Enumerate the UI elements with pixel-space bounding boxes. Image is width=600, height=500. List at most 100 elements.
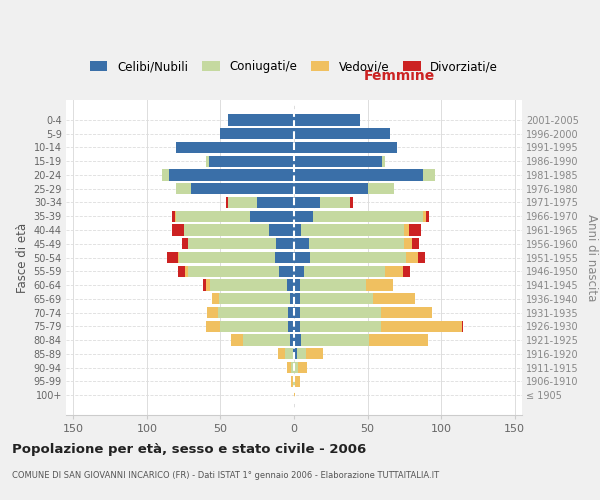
Bar bbox=[206, 156, 209, 167]
Bar bbox=[294, 170, 424, 180]
Bar bbox=[404, 238, 412, 250]
Bar bbox=[306, 348, 323, 360]
Bar bbox=[297, 348, 306, 360]
Bar bbox=[206, 280, 210, 290]
Bar bbox=[412, 238, 419, 250]
Bar bbox=[381, 320, 461, 332]
Bar bbox=[290, 334, 294, 345]
Bar bbox=[301, 334, 369, 345]
Bar bbox=[210, 280, 287, 290]
Bar bbox=[294, 224, 301, 235]
Bar bbox=[298, 362, 307, 373]
Bar bbox=[294, 114, 360, 126]
Bar bbox=[191, 183, 294, 194]
Bar bbox=[178, 266, 185, 277]
Bar bbox=[294, 362, 298, 373]
Bar bbox=[228, 114, 294, 126]
Bar bbox=[207, 307, 218, 318]
Bar bbox=[287, 280, 294, 290]
Text: Popolazione per età, sesso e stato civile - 2006: Popolazione per età, sesso e stato civil… bbox=[12, 442, 366, 456]
Bar bbox=[294, 376, 295, 387]
Bar bbox=[406, 252, 418, 263]
Bar bbox=[294, 238, 309, 250]
Bar bbox=[161, 170, 169, 180]
Bar bbox=[294, 348, 297, 360]
Bar bbox=[294, 266, 304, 277]
Bar bbox=[385, 266, 403, 277]
Bar bbox=[294, 142, 397, 153]
Text: COMUNE DI SAN GIOVANNI INCARICO (FR) - Dati ISTAT 1° gennaio 2006 - Elaborazione: COMUNE DI SAN GIOVANNI INCARICO (FR) - D… bbox=[12, 471, 439, 480]
Bar bbox=[366, 280, 392, 290]
Bar bbox=[427, 210, 430, 222]
Bar bbox=[409, 224, 421, 235]
Bar bbox=[179, 252, 275, 263]
Bar bbox=[269, 224, 294, 235]
Bar bbox=[382, 156, 385, 167]
Bar bbox=[288, 307, 294, 318]
Bar bbox=[404, 224, 409, 235]
Bar bbox=[231, 334, 242, 345]
Bar bbox=[275, 252, 294, 263]
Bar bbox=[226, 197, 228, 208]
Bar bbox=[220, 128, 294, 140]
Bar bbox=[184, 224, 269, 235]
Bar bbox=[461, 320, 463, 332]
Bar bbox=[176, 142, 294, 153]
Bar bbox=[206, 320, 220, 332]
Bar bbox=[350, 197, 353, 208]
Bar bbox=[304, 266, 385, 277]
Bar bbox=[294, 210, 313, 222]
Bar bbox=[300, 307, 381, 318]
Bar bbox=[203, 280, 206, 290]
Bar bbox=[287, 362, 291, 373]
Bar bbox=[250, 210, 294, 222]
Bar bbox=[403, 266, 410, 277]
Bar bbox=[320, 197, 350, 208]
Bar bbox=[182, 238, 188, 250]
Bar bbox=[278, 348, 285, 360]
Bar bbox=[424, 170, 435, 180]
Bar bbox=[176, 210, 250, 222]
Bar bbox=[242, 334, 290, 345]
Bar bbox=[301, 224, 404, 235]
Y-axis label: Anni di nascita: Anni di nascita bbox=[586, 214, 598, 301]
Bar bbox=[313, 210, 424, 222]
Bar bbox=[172, 224, 184, 235]
Bar bbox=[424, 210, 427, 222]
Bar bbox=[294, 197, 320, 208]
Bar bbox=[220, 320, 288, 332]
Bar bbox=[381, 307, 432, 318]
Bar bbox=[285, 348, 293, 360]
Bar bbox=[294, 307, 300, 318]
Bar bbox=[418, 252, 425, 263]
Y-axis label: Fasce di età: Fasce di età bbox=[16, 222, 29, 292]
Bar bbox=[176, 183, 191, 194]
Text: Femmine: Femmine bbox=[363, 68, 434, 82]
Bar bbox=[218, 307, 288, 318]
Bar bbox=[257, 197, 294, 208]
Bar bbox=[288, 320, 294, 332]
Bar bbox=[291, 362, 294, 373]
Bar bbox=[293, 348, 294, 360]
Bar bbox=[294, 183, 368, 194]
Bar bbox=[294, 293, 300, 304]
Bar bbox=[212, 293, 219, 304]
Bar bbox=[309, 238, 404, 250]
Bar bbox=[294, 252, 310, 263]
Bar bbox=[294, 156, 382, 167]
Bar bbox=[369, 334, 428, 345]
Legend: Celibi/Nubili, Coniugati/e, Vedovi/e, Divorziati/e: Celibi/Nubili, Coniugati/e, Vedovi/e, Di… bbox=[85, 56, 503, 78]
Bar bbox=[300, 280, 366, 290]
Bar bbox=[209, 156, 294, 167]
Bar bbox=[185, 266, 188, 277]
Bar bbox=[172, 210, 175, 222]
Bar bbox=[291, 376, 293, 387]
Bar bbox=[169, 170, 294, 180]
Bar bbox=[290, 293, 294, 304]
Bar bbox=[294, 334, 301, 345]
Bar bbox=[279, 266, 294, 277]
Bar bbox=[219, 293, 290, 304]
Bar bbox=[368, 183, 394, 194]
Bar bbox=[295, 376, 300, 387]
Bar bbox=[373, 293, 415, 304]
